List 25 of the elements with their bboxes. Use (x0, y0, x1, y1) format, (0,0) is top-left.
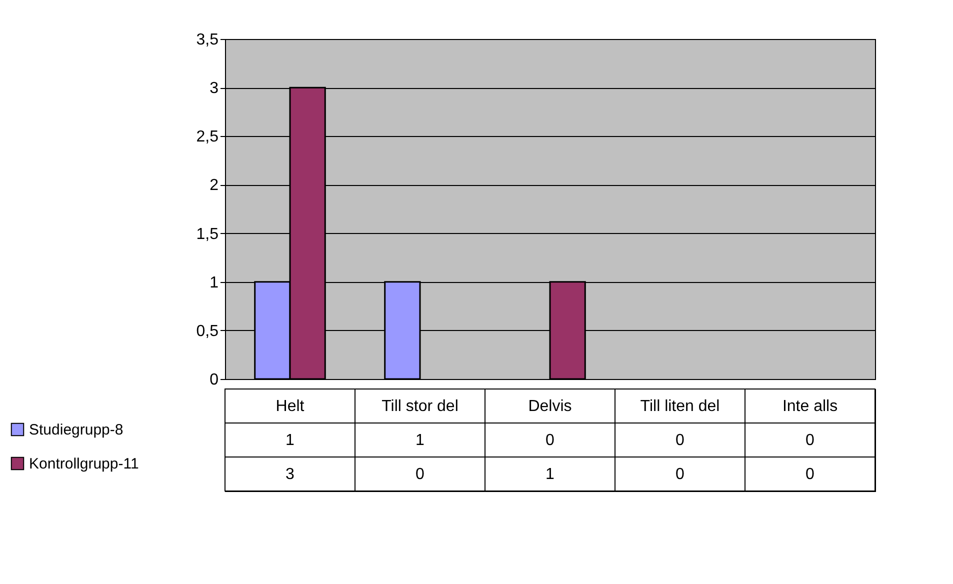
data-label: 0 (676, 466, 685, 483)
data-label: 3 (286, 466, 295, 483)
y-tick-label: 3 (210, 80, 219, 98)
y-tick-label: 2,5 (196, 128, 219, 146)
data-label: 1 (546, 466, 555, 483)
x-tick-label: Till stor del (382, 398, 458, 415)
y-tick-label: 2 (210, 177, 219, 194)
y-tick-label: 1,5 (196, 226, 219, 243)
legend-label: Studiegrupp-8 (29, 422, 124, 438)
y-tick-label: 3,5 (196, 32, 219, 48)
y-tick-label: 1 (210, 274, 219, 292)
legend-label: Kontrollgrupp-11 (29, 456, 139, 472)
x-tick-label: Inte alls (782, 398, 838, 415)
data-label: 0 (416, 466, 425, 483)
x-tick-label: Till liten del (640, 398, 720, 415)
y-tick-label: 0 (210, 372, 219, 388)
x-tick-label: Helt (276, 398, 305, 415)
data-label: 1 (286, 432, 295, 449)
x-tick-label: Delvis (528, 398, 572, 415)
y-tick-label: 0,5 (196, 322, 219, 340)
data-label: 0 (806, 432, 815, 449)
data-label: 0 (676, 432, 685, 449)
data-label: 0 (806, 466, 815, 483)
data-label: 1 (416, 432, 425, 449)
data-label: 0 (546, 432, 555, 449)
